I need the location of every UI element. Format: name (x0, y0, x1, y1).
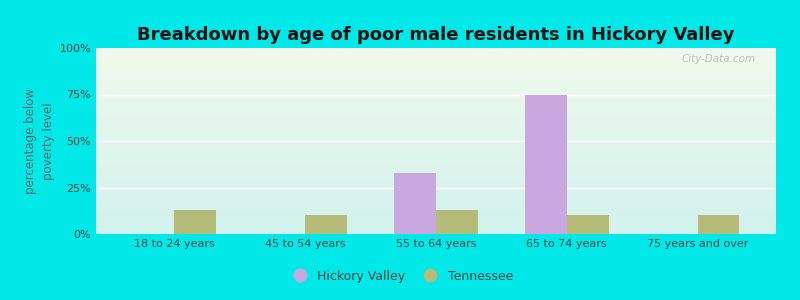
Bar (394, 172, 436, 234)
Bar (436, 210, 478, 234)
Bar (698, 215, 739, 234)
Bar (174, 210, 216, 234)
Title: Breakdown by age of poor male residents in Hickory Valley: Breakdown by age of poor male residents … (138, 26, 734, 44)
Bar (566, 215, 609, 234)
Bar (306, 215, 347, 234)
Y-axis label: percentage below
poverty level: percentage below poverty level (24, 88, 55, 194)
Text: City-Data.com: City-Data.com (682, 54, 755, 64)
Legend: Hickory Valley, Tennessee: Hickory Valley, Tennessee (282, 265, 518, 288)
Bar (525, 94, 566, 234)
